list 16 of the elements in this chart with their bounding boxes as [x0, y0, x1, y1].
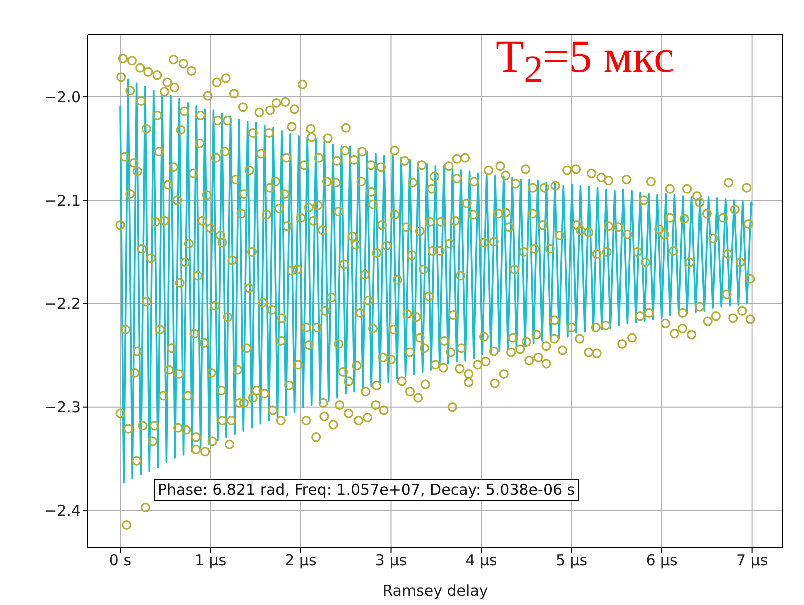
y-tick-label: −2.1	[44, 192, 81, 210]
y-tick-label: −2.4	[44, 502, 81, 520]
x-tick-label: 2 μs	[285, 552, 318, 570]
x-tick-label: 7 μs	[736, 552, 768, 570]
annotation: Phase: 6.821 rad, Freq: 1.057e+07, Decay: 5.038e-06 s	[154, 479, 580, 501]
x-tick-label: 5 μs	[556, 552, 588, 570]
y-tick-label: −2.2	[44, 295, 81, 314]
x-tick-label: 0 s	[109, 552, 132, 570]
x-tick-label: 6 μs	[646, 552, 678, 570]
x-axis-title: Ramsey delay	[382, 582, 488, 600]
title-note: T$_{2}$=5 мкс	[496, 30, 674, 92]
x-tick-label: 4 μs	[466, 552, 498, 570]
y-tick-label: −2.0	[44, 88, 81, 106]
x-tick-label: 3 μs	[375, 552, 408, 570]
x-tick-label: 1 μs	[194, 552, 227, 570]
y-tick-label: −2.3	[44, 398, 81, 417]
